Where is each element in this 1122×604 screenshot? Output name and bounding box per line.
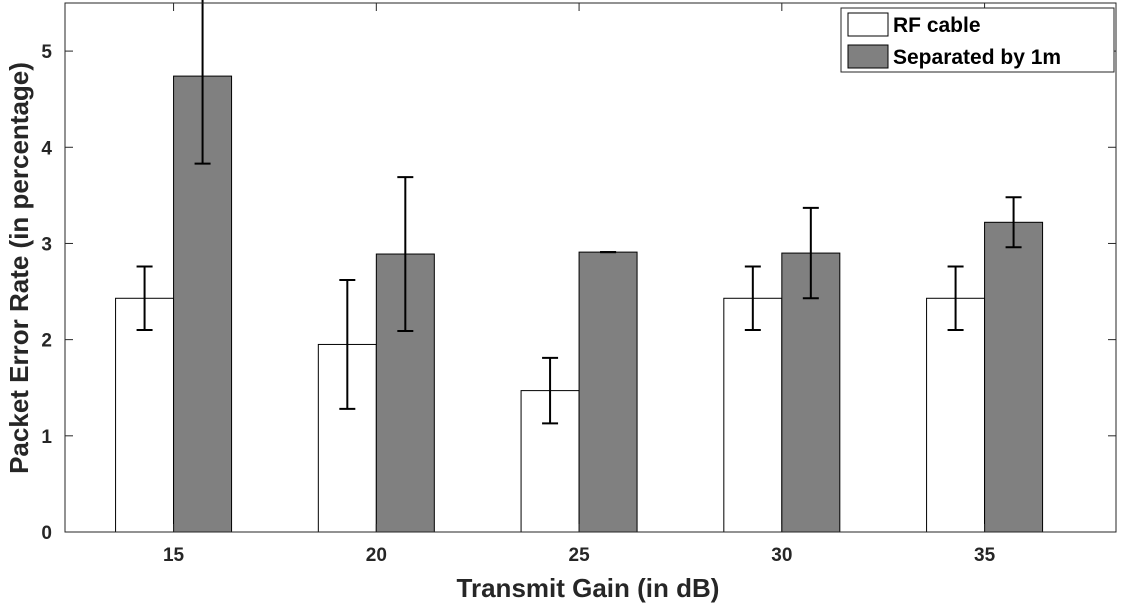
bar-rf-cable-35 (926, 297, 986, 533)
bar-rf-cable-30 (723, 297, 783, 533)
x-tick-label-20: 20 (366, 545, 387, 566)
legend-swatch-rf-cable (847, 12, 889, 37)
x-axis-title: Transmit Gain (in dB) (457, 573, 720, 603)
error-bars-layer (136, 0, 1022, 425)
y-tick-label-4: 4 (41, 138, 52, 159)
legend-swatch-separated (847, 44, 889, 69)
x-tick-label-25: 25 (569, 545, 591, 566)
y-tick-label-3: 3 (41, 234, 52, 255)
x-tick-label-15: 15 (163, 545, 185, 566)
bar-rf-cable-15 (115, 297, 175, 533)
ticks-layer: 15 20 25 30 35 0 1 2 3 4 5 (41, 3, 1116, 566)
y-axis-title: Packet Error Rate (in percentage) (4, 62, 34, 474)
error-bar-separated-20 (397, 176, 414, 332)
bar-separated-35 (984, 221, 1044, 533)
bars-layer (115, 75, 1044, 533)
error-bar-separated-30 (802, 206, 819, 300)
y-tick-label-1: 1 (41, 427, 52, 448)
y-tick-label-5: 5 (41, 42, 52, 63)
bar-separated-25 (578, 251, 638, 533)
error-bar-separated-15 (194, 0, 211, 165)
error-bar-rf-cable-30 (744, 265, 761, 332)
error-bar-rf-cable-20 (339, 279, 356, 410)
error-bar-rf-cable-15 (136, 265, 153, 332)
axes-layer (64, 2, 1117, 533)
x-tick-label-35: 35 (974, 545, 996, 566)
legend-label-rf-cable: RF cable (893, 14, 981, 37)
legend-label-separated: Separated by 1m (893, 46, 1061, 69)
legend: RF cable Separated by 1m (840, 7, 1115, 73)
x-tick-label-30: 30 (771, 545, 792, 566)
error-bar-rf-cable-35 (947, 265, 964, 332)
bar-separated-30 (781, 252, 841, 533)
error-bar-separated-35 (1005, 196, 1022, 249)
plot-frame (64, 2, 1117, 533)
y-tick-label-2: 2 (41, 331, 52, 352)
y-tick-label-0: 0 (41, 523, 52, 544)
error-bar-rf-cable-25 (542, 356, 559, 425)
